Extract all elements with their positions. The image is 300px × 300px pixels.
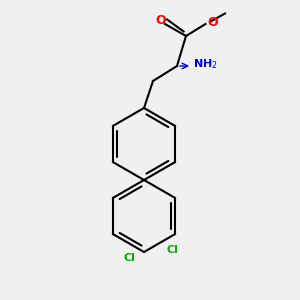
Text: Cl: Cl <box>166 244 178 254</box>
Text: O: O <box>207 16 217 29</box>
Text: O: O <box>155 14 166 28</box>
Text: NH$_2$: NH$_2$ <box>194 58 218 71</box>
Text: Cl: Cl <box>123 253 135 263</box>
